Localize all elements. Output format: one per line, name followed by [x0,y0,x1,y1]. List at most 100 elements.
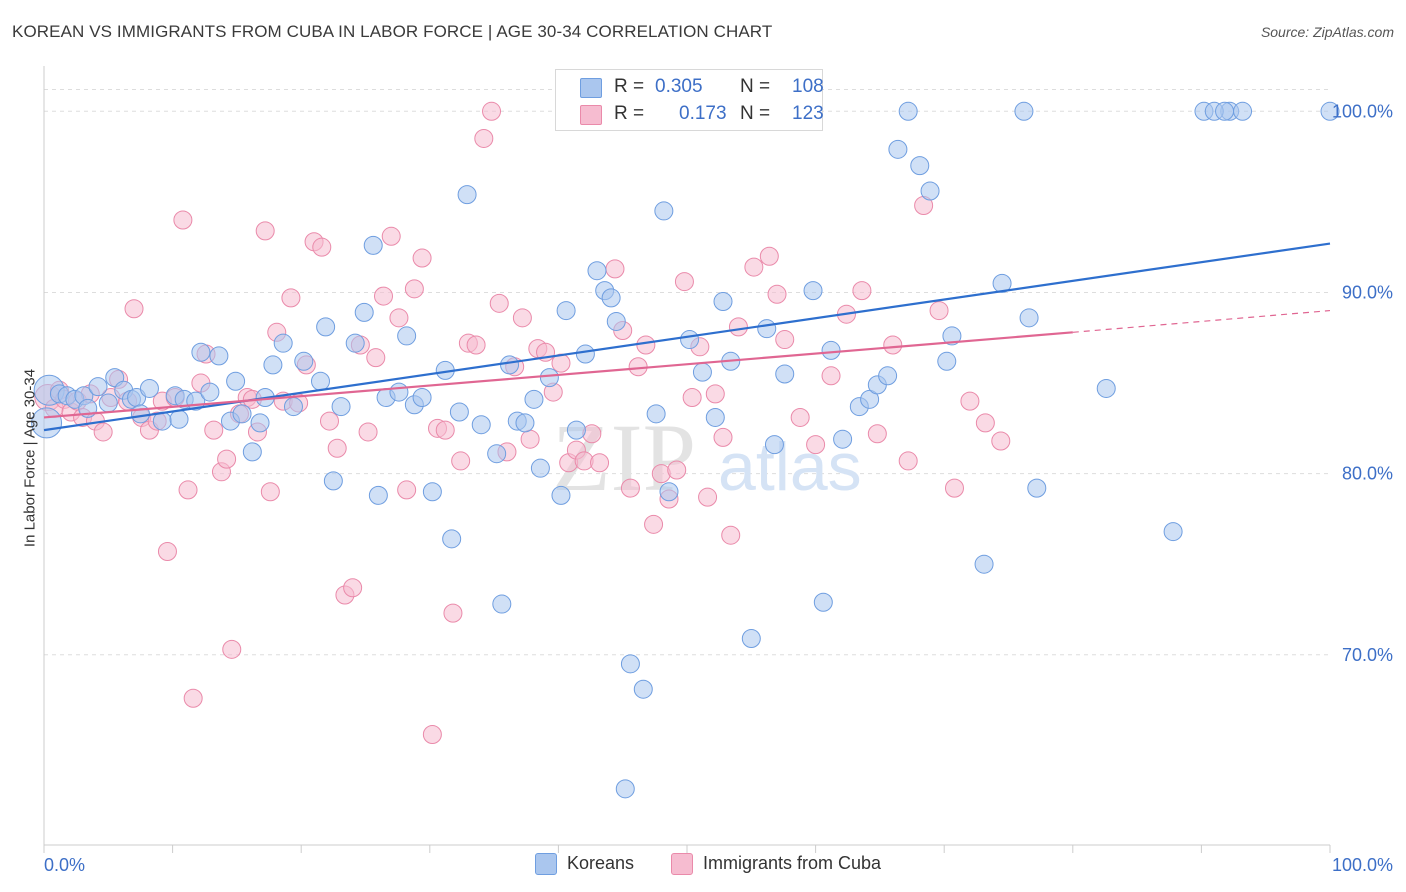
korean-point [633,679,653,699]
source-label: Source: ZipAtlas.com [1260,24,1394,40]
korean-point [764,435,784,455]
cuba-point [867,424,887,444]
cuba-point [929,301,949,321]
legend-r-value: 0.305 [655,76,703,97]
korean-point [910,156,930,176]
korean-point [200,382,220,402]
korean-point [615,779,635,799]
cuba-point [489,293,509,313]
cuba-point [975,413,995,433]
korean-point [250,413,270,433]
korean-point [551,485,571,505]
y-tick-label: 70.0% [1342,645,1393,665]
korean-point [803,281,823,301]
y-tick-label: 90.0% [1342,282,1393,302]
legend-r-label: R = [614,76,645,97]
cuba-point [744,257,764,277]
korean-point [232,404,252,424]
korean-point [833,429,853,449]
cuba-point [682,388,702,408]
korean-point [412,388,432,408]
korean-point [397,326,417,346]
korean-point [974,554,994,574]
korean-point [539,368,559,388]
cuba-points [34,101,1011,744]
legend-swatch-blue [580,78,602,98]
cuba-point [374,286,394,306]
cuba-point [667,460,687,480]
korean-point [242,442,262,462]
cuba-point [183,688,203,708]
legend-n-value: 123 [792,103,824,124]
cuba-point [217,449,237,469]
korean-point [492,594,512,614]
korean-point [442,529,462,549]
cuba-point [520,429,540,449]
korean-point [363,235,383,255]
korean-point [741,628,761,648]
legend-r-label: R = [614,103,645,124]
cuba-point [404,279,424,299]
cuba-point [759,246,779,266]
korean-point [556,301,576,321]
korean-point [98,393,118,413]
korean-point [524,389,544,409]
cuba-point [343,578,363,598]
cuba-point [512,308,532,328]
korean-point [169,409,189,429]
korean-point [654,201,674,221]
korean-point [471,415,491,435]
cuba-point [260,482,280,502]
korean-point [937,351,957,371]
korean-point [310,371,330,391]
korean-point [587,261,607,281]
korean-point [354,302,374,322]
cuba-point [898,451,918,471]
y-axis-label: In Labor Force | Age 30-34 [21,368,39,548]
cuba-point [883,335,903,355]
cuba-point [728,317,748,337]
y-tick-label: 80.0% [1342,464,1393,484]
cuba-point [767,284,787,304]
korean-point [575,344,595,364]
korean-point [191,342,211,362]
korean-point [283,397,303,417]
cuba-point [474,128,494,148]
korean-point [659,482,679,502]
korean-point [705,407,725,427]
korean-point [713,292,733,312]
korean-point [31,407,63,439]
korean-point [1163,522,1183,542]
korean-point [294,351,314,371]
trend-lines [43,242,1331,432]
cuba-point [255,221,275,241]
korean-point [130,404,150,424]
stats-legend: R = 0.305 N = 108 R = 0.173 N = 123 [555,69,824,131]
korean-point [821,340,841,360]
cuba-point [721,525,741,545]
korean-point [263,355,283,375]
korean-point [606,311,626,331]
legend-swatch-pink [580,105,602,125]
cuba-point [451,451,471,471]
bottom-legend-swatch-pink [671,853,693,875]
cuba-point [806,435,826,455]
cuba-point [93,422,113,442]
korean-point [878,366,898,386]
korean-point [1233,101,1253,121]
korean-points [31,101,1340,799]
cuba-point [435,420,455,440]
korean-point [530,458,550,478]
korean-point [316,317,336,337]
korean-point [1014,101,1034,121]
korean-point [209,346,229,366]
cuba-point [821,366,841,386]
cuba-point [173,210,193,230]
korean-point [449,402,469,422]
legend-n-label: N = [740,103,771,124]
korean-point [813,592,833,612]
korean-point [1096,378,1116,398]
y-tick-label: 100.0% [1332,101,1393,121]
cuba-point [204,420,224,440]
